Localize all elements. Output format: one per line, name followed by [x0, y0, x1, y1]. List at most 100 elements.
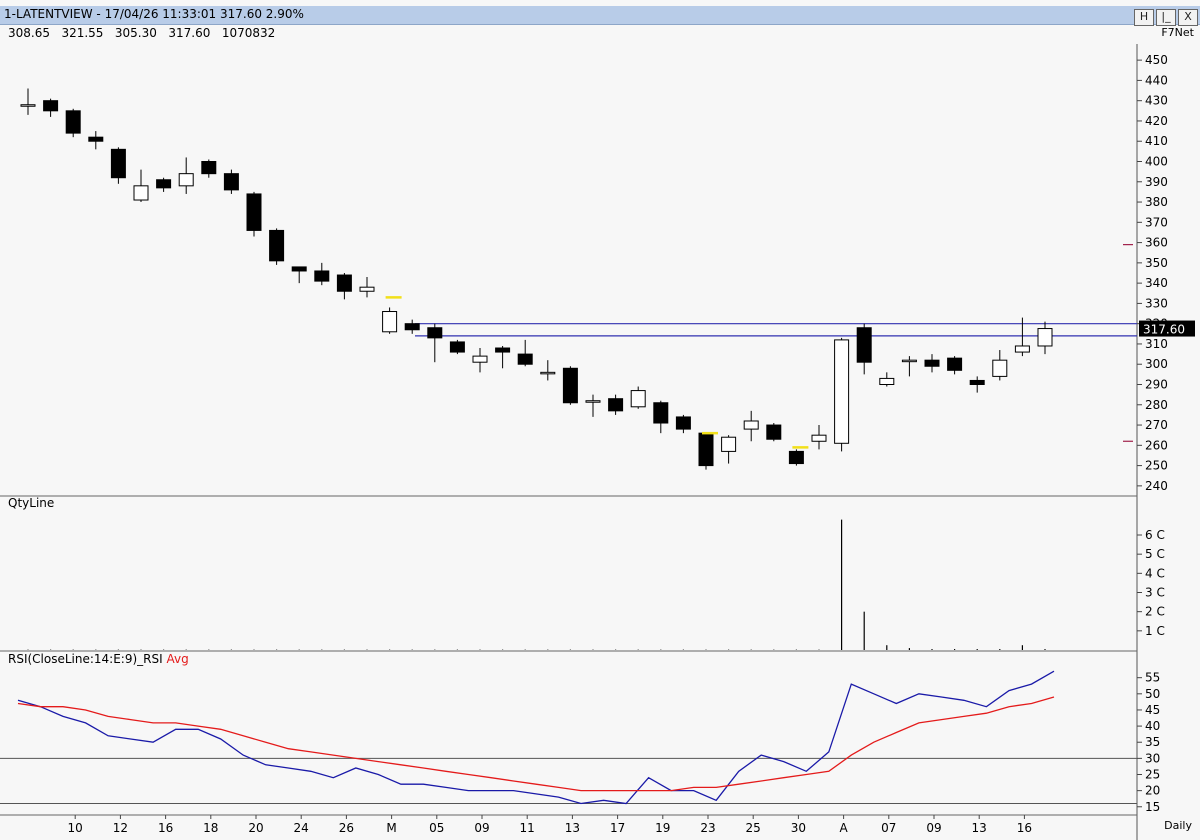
candle	[110, 147, 126, 184]
price-tick-label: 350	[1145, 256, 1168, 270]
date-tick-label: 30	[791, 821, 806, 835]
price-tag-text: 317.60	[1143, 323, 1185, 337]
candle	[743, 410, 759, 442]
date-tick-label: M	[386, 821, 396, 835]
date-tick-label: 19	[655, 821, 670, 835]
qty-tick-label: 3 C	[1145, 586, 1165, 600]
rsi-tick-label: 35	[1145, 735, 1160, 749]
date-tick-label: 12	[113, 821, 128, 835]
date-tick-label: 13	[565, 821, 580, 835]
price-tick-label: 430	[1145, 94, 1168, 108]
candle	[924, 354, 940, 373]
candle	[540, 360, 556, 381]
volume-value: 1070832	[221, 26, 276, 40]
candle-body	[156, 179, 172, 189]
candle	[788, 449, 804, 466]
candle	[969, 376, 985, 393]
candle-body	[992, 359, 1008, 377]
candle-body	[766, 424, 782, 440]
candle	[472, 348, 488, 373]
price-tick-label: 250	[1145, 459, 1168, 473]
candle-body	[630, 390, 646, 408]
candle	[856, 323, 872, 375]
candle	[359, 277, 375, 298]
candle	[1014, 317, 1030, 357]
candle-body	[133, 185, 149, 201]
price-tick-label: 380	[1145, 195, 1168, 209]
date-tick-label: 23	[700, 821, 715, 835]
candle-body	[653, 402, 669, 424]
candle	[201, 159, 217, 178]
date-tick-label: 26	[339, 821, 354, 835]
candle-body	[88, 136, 104, 142]
candle	[314, 262, 330, 286]
candle	[43, 98, 59, 117]
rsi-label: RSI(CloseLine:14:E:9)_RSI	[8, 652, 163, 666]
candle	[653, 400, 669, 434]
candle	[675, 414, 691, 434]
price-tick-label: 400	[1145, 155, 1168, 169]
date-tick-label: A	[839, 821, 848, 835]
candle-body	[404, 323, 420, 331]
candle	[178, 157, 194, 194]
price-tick-label: 300	[1145, 357, 1168, 371]
candle-body	[947, 357, 963, 371]
candle	[156, 177, 172, 192]
help-button[interactable]: H	[1134, 9, 1154, 26]
candle-body	[721, 436, 737, 452]
rsi-tick-label: 20	[1145, 784, 1160, 798]
qty-tick-label: 6 C	[1145, 528, 1165, 542]
candle-body	[359, 286, 375, 292]
candle-body	[20, 104, 36, 107]
date-tick-label: 20	[248, 821, 263, 835]
candle-body	[924, 359, 940, 367]
candle	[766, 423, 782, 442]
close-button[interactable]: X	[1178, 9, 1198, 26]
candle	[721, 435, 737, 464]
rsi-panel-label: RSI(CloseLine:14:E:9)_RSI Avg	[8, 652, 189, 666]
rsi-avg-line	[17, 696, 1055, 792]
period-label: Daily	[1164, 819, 1192, 832]
candle-body	[901, 359, 917, 363]
candle-body	[1014, 345, 1030, 353]
candle-body	[969, 379, 985, 386]
candle	[1037, 321, 1053, 355]
candle-body	[879, 377, 895, 386]
candle	[269, 228, 285, 265]
date-tick-label: 25	[746, 821, 761, 835]
date-tick-label: 10	[68, 821, 83, 835]
candle	[223, 169, 239, 194]
candle-body	[562, 367, 578, 404]
candle	[427, 323, 443, 363]
ohlc-readout: 308.65 321.55 305.30 317.60 1070832	[8, 26, 275, 40]
candle	[449, 339, 465, 355]
last-price-tag: 317.60	[1139, 320, 1195, 337]
price-tick-label: 360	[1145, 236, 1168, 250]
rsi-tick-label: 25	[1145, 768, 1160, 782]
minimize-button[interactable]: |_	[1156, 9, 1176, 26]
date-tick-label: 09	[474, 821, 489, 835]
price-tick-label: 420	[1145, 114, 1168, 128]
date-tick-label: 17	[610, 821, 625, 835]
candle	[879, 372, 895, 387]
date-tick-label: 18	[203, 821, 218, 835]
price-tick-label: 260	[1145, 438, 1168, 452]
candle-body	[540, 371, 556, 375]
candle	[88, 131, 104, 150]
price-tick-label: 310	[1145, 337, 1168, 351]
rsi-tick-label: 50	[1145, 687, 1160, 701]
price-tick-label: 240	[1145, 479, 1168, 493]
candle-body	[472, 355, 488, 363]
candle-body	[201, 161, 217, 175]
candle	[562, 366, 578, 405]
candle-body	[811, 434, 827, 442]
candle-body	[1037, 328, 1053, 347]
candle-body	[585, 400, 601, 403]
rsi-line	[17, 670, 1055, 805]
price-tick-label: 290	[1145, 378, 1168, 392]
candle-body	[336, 274, 352, 292]
date-tick-label: 09	[926, 821, 941, 835]
candle	[65, 108, 81, 138]
candle	[834, 337, 850, 452]
